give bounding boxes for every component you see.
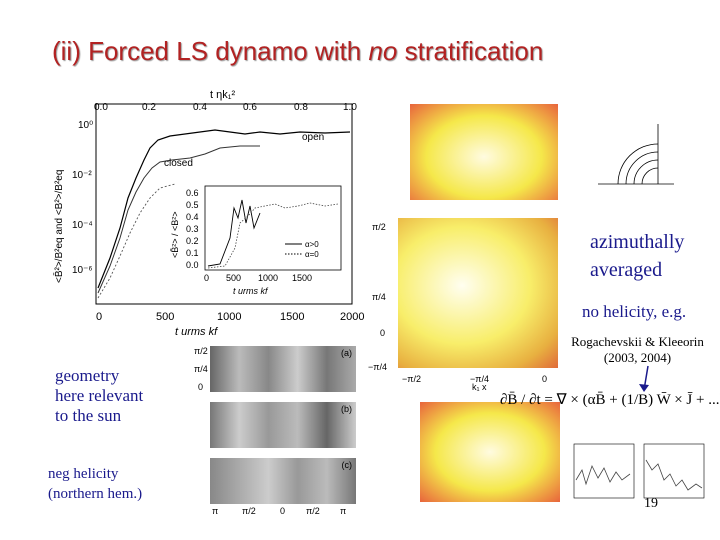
bottom-tick: 1000 (217, 311, 241, 323)
top-tick: 0.6 (243, 102, 257, 113)
main-y-label: <B̄²>/B²eq and <B²>/B²eq (52, 170, 65, 283)
inset-legend-item: α=0 (305, 250, 319, 259)
inset-xtick: 500 (226, 273, 241, 283)
flow-field-image (398, 218, 558, 368)
inset-xtick: 1000 (258, 273, 278, 283)
strip-tag: (a) (341, 348, 352, 358)
geometry-line: geometry (55, 366, 120, 385)
left-tick: 10⁻⁴ (72, 220, 93, 231)
strip-ylabel: π/2 (194, 346, 208, 356)
middle-ytick: π/4 (372, 292, 386, 302)
curve-label-closed: closed (164, 158, 193, 169)
middle-ytick: 0 (380, 328, 386, 338)
inset-xtick: 0 (204, 273, 209, 283)
top-tick: 0.0 (94, 102, 108, 113)
top-tick: 1.0 (343, 102, 357, 113)
inset-ytick: 0.1 (186, 248, 199, 258)
middle-xlabel: k₁ x (472, 382, 487, 392)
strip-panel-a: (a) (210, 346, 356, 392)
geometry-label: geometry here relevant to the sun (55, 366, 143, 426)
neg-helicity-line: (northern hem.) (48, 486, 143, 502)
middle-xtick: −π/2 (402, 374, 421, 384)
top-tick: 0.2 (142, 102, 156, 113)
inset-ytick: 0.6 (186, 188, 199, 198)
small-timeseries-plots (570, 440, 710, 510)
page-number: 19 (644, 496, 658, 511)
inset-ytick: 0.2 (186, 236, 199, 246)
top-axis-label: t ηk₁² (210, 89, 235, 101)
strip-ylabel: π/4 (194, 364, 208, 374)
strip-tag: (b) (341, 404, 352, 414)
bottom-ticks: 0 500 1000 1500 2000 (96, 311, 364, 323)
strip-xlabel: π/2 (242, 506, 256, 516)
reference-line: Rogachevskii & Kleeorin (571, 334, 704, 349)
azimuthally-averaged-label: azimuthally averaged (590, 228, 684, 284)
equation-rhs: = ∇ × (αB̄ + (1/B) W̄ × J̄ + ...) (544, 392, 720, 408)
middle-xtick: −π/4 (470, 374, 489, 384)
curve-label-open: open (302, 132, 324, 143)
top-tick: 0.4 (193, 102, 207, 113)
reference-line: (2003, 2004) (603, 350, 672, 365)
strip-panel-b: (b) (210, 402, 356, 448)
top-flow-panel (400, 104, 570, 214)
inset-xlabel: t urms kf (233, 286, 269, 296)
curve-open (97, 129, 351, 289)
inset-ytick: 0.4 (186, 212, 199, 222)
strip-xlabel: π (340, 506, 347, 516)
left-tick: 10⁻⁶ (72, 265, 93, 276)
inset-ytick: 0.5 (186, 200, 199, 210)
middle-flow-panel: π/2 π/4 0 −π/4 −π/2 −π/4 0 k₁ x (362, 216, 572, 392)
strip-panel-c: (c) (210, 458, 356, 504)
geometry-line: to the sun (55, 406, 122, 425)
azimuthally-text: azimuthally (590, 231, 685, 253)
strip-tag: (c) (341, 460, 353, 470)
geometry-line: here relevant (55, 386, 144, 405)
inset-plot: 0.6 0.5 0.4 0.3 0.2 0.1 0.0 0 500 1000 1… (170, 185, 342, 296)
strip-xlabel: 0 (280, 506, 286, 516)
left-tick: 10⁻² (72, 170, 92, 181)
inset-legend-item: α>0 (305, 240, 319, 249)
averaged-text: averaged (590, 259, 663, 281)
equation-lhs: ∂B̄ / ∂t (500, 392, 541, 408)
flow-field-image (410, 104, 558, 200)
strip-xlabel: π (212, 506, 219, 516)
left-ticks: 10⁰ 10⁻² 10⁻⁴ 10⁻⁶ (72, 120, 93, 276)
bottom-axis-label: t urms kf (175, 326, 218, 338)
main-plot: t ηk₁² 0.0 0.2 0.4 0.6 0.8 1.0 10⁰ 10⁻² … (52, 89, 364, 338)
reference-label: Rogachevskii & Kleeorin (2003, 2004) (565, 334, 710, 366)
bottom-tick: 2000 (340, 311, 364, 323)
middle-xtick: 0 (542, 374, 548, 384)
inset-ytick: 0.0 (186, 260, 199, 270)
middle-ytick: −π/4 (368, 362, 387, 372)
flow-field-image (420, 402, 560, 502)
strip-xlabel: π/2 (306, 506, 320, 516)
strip-ylabel: 0 (198, 382, 204, 392)
bottom-tick: 1500 (280, 311, 304, 323)
inset-ytick: 0.3 (186, 224, 199, 234)
bottom-tick: 500 (156, 311, 174, 323)
top-tick: 0.8 (294, 102, 308, 113)
left-tick: 10⁰ (78, 120, 93, 131)
neg-helicity-line: neg helicity (48, 466, 119, 482)
middle-ytick: π/2 (372, 222, 386, 232)
neg-helicity-label: neg helicity (northern hem.) (48, 464, 142, 504)
induction-equation: ∂B̄ / ∂t = ∇ × (αB̄ + (1/B) W̄ × J̄ + ..… (500, 390, 720, 409)
reference-arrow (639, 365, 649, 392)
slide-title: (ii) Forced LS dynamo with no stratifica… (52, 36, 543, 67)
bottom-flow-panel (400, 400, 570, 512)
strip-panels: (a) (b) (c) π/2 π/4 0 π π/2 0 π/2 π (178, 342, 358, 520)
bottom-tick: 0 (96, 311, 102, 323)
title-emphasis: no (368, 36, 398, 66)
curve-dotted (97, 183, 176, 299)
title-prefix: (ii) Forced LS dynamo with (52, 36, 369, 66)
inset-ylabel: <B̄²> / <B²> (170, 211, 180, 258)
title-suffix: stratification (397, 36, 544, 66)
curve-closed (97, 145, 260, 294)
inset-xtick: 1500 (292, 273, 312, 283)
top-ticks: 0.0 0.2 0.4 0.6 0.8 1.0 (94, 102, 357, 113)
no-helicity-label: no helicity, e.g. (582, 302, 687, 321)
schematic-panel (578, 104, 678, 196)
